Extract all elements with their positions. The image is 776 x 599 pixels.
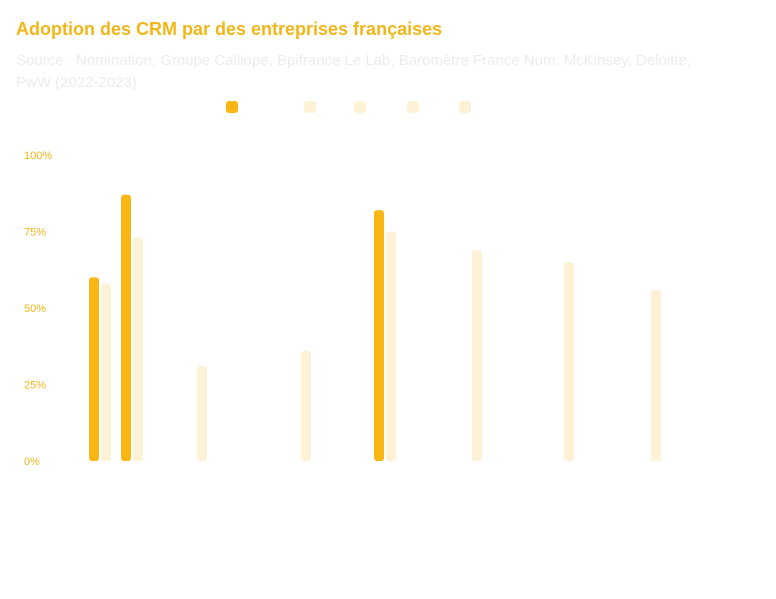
bar[interactable] <box>651 289 661 461</box>
chart-legend <box>226 101 471 113</box>
bar[interactable] <box>564 262 574 461</box>
bar[interactable] <box>472 249 482 461</box>
y-tick-label: 0% <box>24 456 40 468</box>
bar[interactable] <box>386 231 396 462</box>
legend-swatch <box>226 101 238 113</box>
legend-item[interactable] <box>304 101 316 113</box>
chart-title: Adoption des CRM par des entreprises fra… <box>16 19 443 39</box>
y-tick-label: 25% <box>24 380 46 392</box>
chart-subtitle: Source : Nomination, Groupe Calliope, Bp… <box>16 52 692 91</box>
bar[interactable] <box>121 194 131 461</box>
legend-swatch <box>459 101 471 113</box>
legend-item[interactable] <box>354 101 366 113</box>
legend-swatch <box>354 101 366 113</box>
bar[interactable] <box>374 210 384 461</box>
bar[interactable] <box>89 277 99 461</box>
legend-item[interactable] <box>226 101 238 113</box>
bar[interactable] <box>133 237 143 461</box>
y-tick-label: 100% <box>24 150 52 162</box>
legend-swatch <box>304 101 316 113</box>
y-tick-label: 50% <box>24 303 46 315</box>
legend-swatch <box>407 101 419 113</box>
bar[interactable] <box>197 366 207 461</box>
legend-item[interactable] <box>407 101 419 113</box>
bar[interactable] <box>301 350 311 461</box>
legend-item[interactable] <box>459 101 471 113</box>
bar[interactable] <box>101 283 111 461</box>
y-tick-label: 75% <box>24 227 46 239</box>
